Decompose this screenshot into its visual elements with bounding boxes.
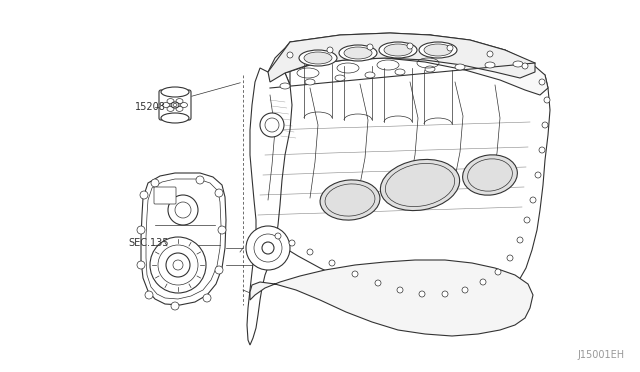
Circle shape — [145, 291, 153, 299]
Circle shape — [215, 266, 223, 274]
Circle shape — [137, 261, 145, 269]
Ellipse shape — [176, 106, 183, 111]
Circle shape — [480, 279, 486, 285]
Circle shape — [352, 271, 358, 277]
Circle shape — [522, 63, 528, 69]
Ellipse shape — [161, 87, 189, 97]
Ellipse shape — [161, 113, 189, 123]
Ellipse shape — [163, 103, 170, 108]
Circle shape — [171, 302, 179, 310]
Circle shape — [447, 45, 453, 51]
Circle shape — [524, 217, 530, 223]
FancyBboxPatch shape — [154, 187, 176, 204]
Circle shape — [246, 226, 290, 270]
Circle shape — [442, 291, 448, 297]
Polygon shape — [141, 173, 226, 305]
Ellipse shape — [379, 42, 417, 58]
Text: J15001EH: J15001EH — [578, 350, 625, 360]
Circle shape — [375, 280, 381, 286]
Ellipse shape — [344, 47, 372, 59]
Ellipse shape — [455, 64, 465, 70]
Circle shape — [507, 255, 513, 261]
Circle shape — [265, 118, 279, 132]
Circle shape — [289, 240, 295, 246]
Circle shape — [462, 287, 468, 293]
Ellipse shape — [180, 103, 188, 108]
Ellipse shape — [335, 75, 345, 81]
Circle shape — [495, 269, 501, 275]
Circle shape — [262, 242, 274, 254]
Circle shape — [287, 52, 293, 58]
Polygon shape — [268, 33, 535, 82]
FancyBboxPatch shape — [159, 90, 191, 120]
Circle shape — [260, 113, 284, 137]
Ellipse shape — [365, 72, 375, 78]
Ellipse shape — [171, 102, 179, 108]
Circle shape — [487, 51, 493, 57]
Circle shape — [419, 291, 425, 297]
Circle shape — [535, 172, 541, 178]
Circle shape — [151, 179, 159, 187]
Polygon shape — [268, 33, 548, 95]
Polygon shape — [250, 260, 533, 336]
Text: SEC.135: SEC.135 — [128, 238, 168, 248]
Ellipse shape — [395, 69, 405, 75]
Ellipse shape — [299, 50, 337, 66]
Circle shape — [307, 249, 313, 255]
Ellipse shape — [425, 66, 435, 72]
Circle shape — [218, 226, 226, 234]
Ellipse shape — [513, 61, 523, 67]
Circle shape — [397, 287, 403, 293]
Ellipse shape — [384, 44, 412, 56]
Ellipse shape — [167, 99, 174, 104]
Circle shape — [544, 97, 550, 103]
Ellipse shape — [485, 62, 495, 68]
Circle shape — [137, 226, 145, 234]
Ellipse shape — [167, 106, 174, 111]
Ellipse shape — [305, 79, 315, 85]
Polygon shape — [247, 68, 292, 345]
Circle shape — [275, 233, 281, 239]
Circle shape — [539, 79, 545, 85]
Circle shape — [530, 197, 536, 203]
Circle shape — [166, 253, 190, 277]
Text: 15208: 15208 — [135, 102, 166, 112]
Circle shape — [168, 195, 198, 225]
Circle shape — [203, 294, 211, 302]
Circle shape — [367, 44, 373, 50]
Ellipse shape — [173, 103, 177, 106]
Circle shape — [173, 260, 183, 270]
Ellipse shape — [320, 180, 380, 220]
Polygon shape — [265, 35, 550, 316]
Ellipse shape — [176, 99, 183, 104]
Circle shape — [327, 47, 333, 53]
Circle shape — [517, 237, 523, 243]
Ellipse shape — [304, 52, 332, 64]
Circle shape — [407, 43, 413, 49]
Circle shape — [175, 202, 191, 218]
Ellipse shape — [463, 155, 517, 195]
Ellipse shape — [280, 83, 290, 89]
Ellipse shape — [339, 45, 377, 61]
Ellipse shape — [380, 160, 460, 211]
Circle shape — [215, 189, 223, 197]
Circle shape — [196, 176, 204, 184]
Circle shape — [329, 260, 335, 266]
Ellipse shape — [424, 44, 452, 56]
Circle shape — [539, 147, 545, 153]
Circle shape — [150, 237, 206, 293]
Circle shape — [140, 191, 148, 199]
Circle shape — [254, 234, 282, 262]
Circle shape — [158, 245, 198, 285]
Ellipse shape — [419, 42, 457, 58]
Circle shape — [542, 122, 548, 128]
